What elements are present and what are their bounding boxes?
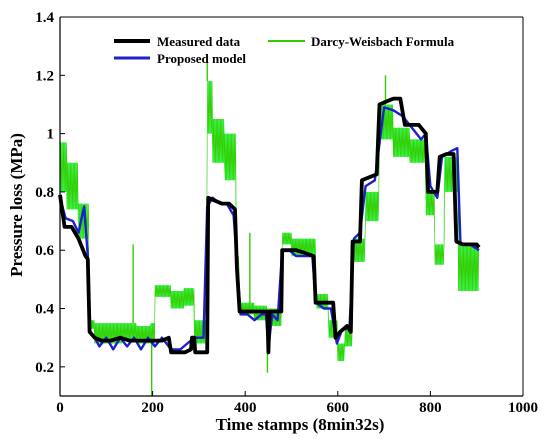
legend: Measured data Darcy-Weisbach Formula Pro… [114, 34, 455, 66]
y-tick-label: 0.8 [35, 185, 54, 201]
y-tick-label: 1.2 [35, 68, 54, 84]
x-tick-label: 600 [327, 400, 350, 416]
legend-label-measured: Measured data [157, 34, 241, 49]
y-tick-label: 1.4 [35, 10, 54, 26]
measured-data-line [58, 96, 481, 355]
plot-area [58, 54, 481, 396]
y-tick-label: 0.2 [35, 360, 54, 376]
legend-label-proposed: Proposed model [157, 51, 246, 66]
x-tick-label: 1000 [508, 400, 538, 416]
legend-label-darcy: Darcy-Weisbach Formula [311, 34, 455, 49]
y-tick-label: 0.4 [35, 302, 54, 318]
x-tick-label: 800 [419, 400, 442, 416]
x-tick-label: 0 [56, 400, 64, 416]
y-tick-label: 0.6 [35, 243, 54, 259]
x-axis-title: Time stamps (8min32s) [216, 415, 385, 434]
y-ticks: 0.2 0.4 0.6 0.8 1 1.2 1.4 [35, 10, 65, 376]
y-axis-title: Pressure loss (MPa) [7, 133, 26, 277]
x-ticks: 0 200 400 600 800 1000 [56, 391, 538, 416]
x-tick-label: 400 [234, 400, 257, 416]
y-tick-label: 1 [47, 127, 55, 143]
axes: 0 200 400 600 800 1000 0.2 0.4 0.6 0.8 1 1.2 1.4 [35, 10, 538, 416]
x-tick-label: 200 [141, 400, 164, 416]
